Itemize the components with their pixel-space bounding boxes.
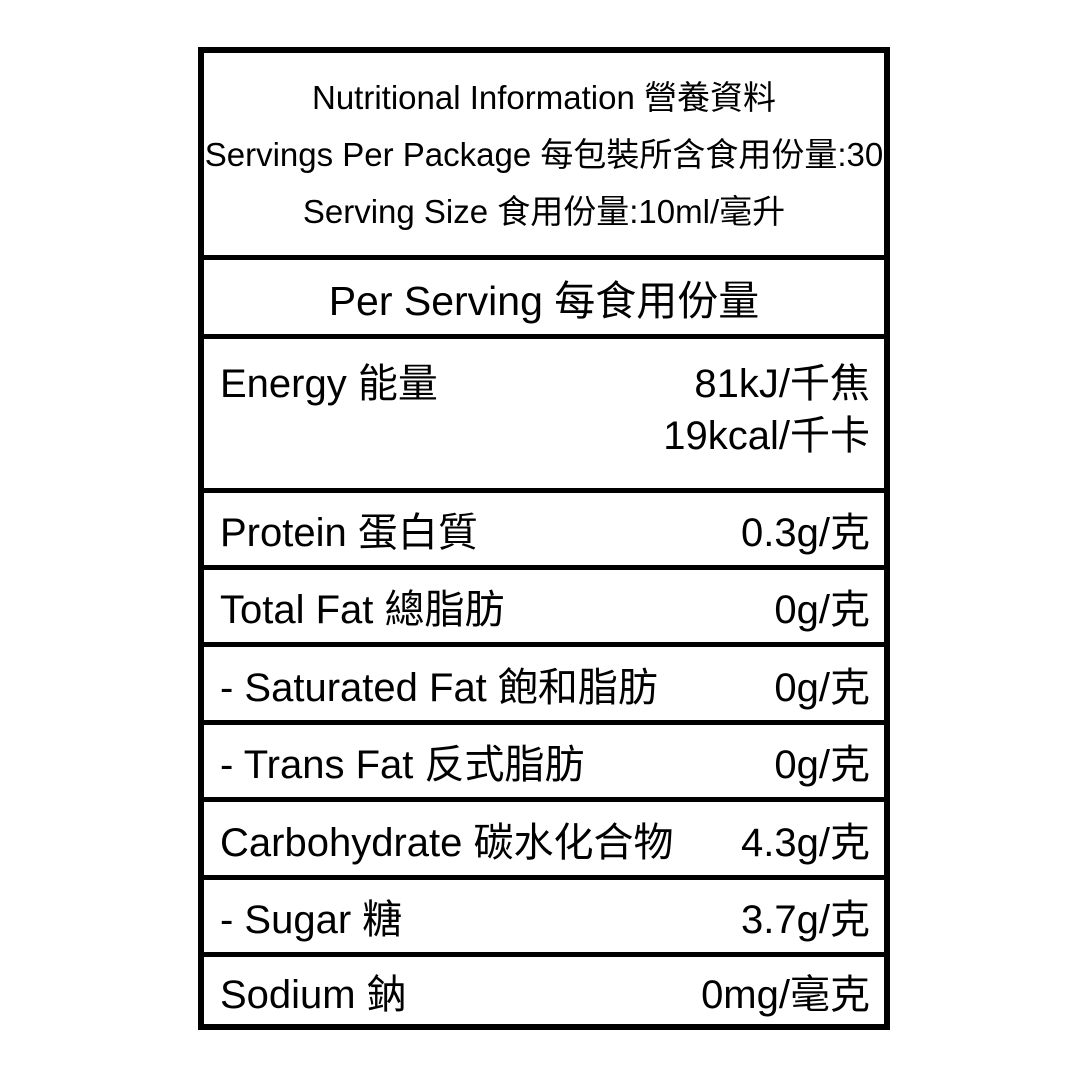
servings-per-package: Servings Per Package 每包裝所含食用份量:30 <box>204 135 884 173</box>
nutrient-row-sugar: - Sugar 糖 3.7g/克 <box>204 875 884 952</box>
nutrient-name: Carbohydrate 碳水化合物 <box>220 820 674 865</box>
nutrient-value: 0g/克 <box>774 743 870 787</box>
nutrient-value: 0g/克 <box>774 665 870 710</box>
per-serving-label: Per Serving 每食用份量 <box>328 278 760 324</box>
nutrition-facts-table: Nutritional Information 營養資料 Servings Pe… <box>198 47 890 1030</box>
nutrient-name: - Saturated Fat 飽和脂肪 <box>220 665 658 710</box>
nutrient-value-kcal: 19kcal/千卡 <box>663 414 870 458</box>
nutrient-name: Sodium 鈉 <box>220 972 407 1017</box>
nutrient-value: 0mg/毫克 <box>701 972 870 1017</box>
nutrient-row-carbohydrate: Carbohydrate 碳水化合物 4.3g/克 <box>204 797 884 875</box>
nutrient-row-sodium: Sodium 鈉 0mg/毫克 <box>204 952 884 1024</box>
nutrient-value: 0.3g/克 <box>741 511 870 555</box>
nutrient-name: Total Fat 總脂肪 <box>220 588 505 632</box>
nutrient-row-energy: Energy 能量 81kJ/千焦 19kcal/千卡 <box>204 334 884 488</box>
nutrient-name: - Trans Fat 反式脂肪 <box>220 743 585 787</box>
nutrient-name: Energy 能量 <box>220 362 438 406</box>
nutrient-row-protein: Protein 蛋白質 0.3g/克 <box>204 488 884 565</box>
table-header: Nutritional Information 營養資料 Servings Pe… <box>204 53 884 255</box>
nutrient-value: 3.7g/克 <box>741 898 870 942</box>
serving-size: Serving Size 食用份量:10ml/毫升 <box>302 192 786 230</box>
nutrient-name: Protein 蛋白質 <box>220 511 478 555</box>
per-serving-header: Per Serving 每食用份量 <box>204 255 884 334</box>
nutrient-value: 4.3g/克 <box>741 820 870 865</box>
energy-values: 81kJ/千焦 19kcal/千卡 <box>663 358 870 462</box>
nutrition-title: Nutritional Information 營養資料 <box>312 78 776 116</box>
nutrient-name: - Sugar 糖 <box>220 898 403 942</box>
nutrient-row-total-fat: Total Fat 總脂肪 0g/克 <box>204 565 884 642</box>
nutrient-value: 0g/克 <box>774 588 870 632</box>
nutrient-row-saturated-fat: - Saturated Fat 飽和脂肪 0g/克 <box>204 642 884 720</box>
nutrient-row-trans-fat: - Trans Fat 反式脂肪 0g/克 <box>204 720 884 797</box>
nutrient-value-kj: 81kJ/千焦 <box>694 362 870 406</box>
